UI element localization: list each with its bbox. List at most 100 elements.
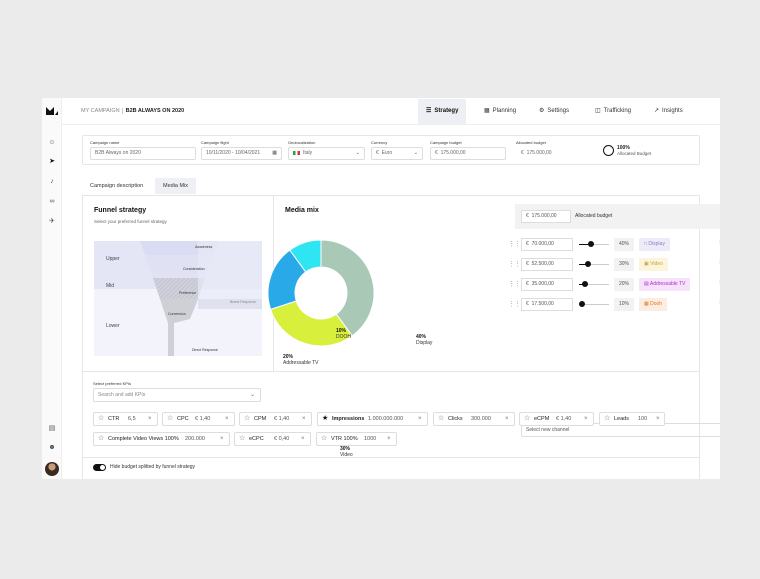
link-icon[interactable]: ∞ bbox=[49, 198, 55, 205]
kpi-chip[interactable]: ☆ eCPC € 0,40 × bbox=[234, 432, 311, 446]
channel-amount-input[interactable]: € 17.500,00 bbox=[521, 298, 573, 311]
rocket-icon[interactable]: ➤ bbox=[49, 158, 55, 165]
kpi-value[interactable]: 300.000 bbox=[471, 416, 491, 422]
slider-knob[interactable] bbox=[585, 261, 591, 267]
funnel-level-mid[interactable]: Mid bbox=[106, 283, 115, 289]
channel-amount-input[interactable]: € 52.500,00 bbox=[521, 258, 573, 271]
kpi-value[interactable]: 1.000.000.000 bbox=[368, 416, 404, 422]
tab-media-mix[interactable]: Media Mix bbox=[155, 178, 197, 194]
remove-kpi-icon[interactable]: × bbox=[148, 416, 152, 422]
remove-kpi-icon[interactable]: × bbox=[418, 416, 422, 422]
users-icon[interactable]: ☺ bbox=[48, 139, 56, 146]
kpi-value[interactable]: € 1,40 bbox=[195, 416, 211, 422]
funnel-level-lower[interactable]: Lower bbox=[106, 323, 120, 329]
channel-amount-input[interactable]: € 70.000,00 bbox=[521, 238, 573, 251]
star-icon[interactable]: ☆ bbox=[321, 435, 328, 442]
campaign-budget-input[interactable]: € 175.000,00 bbox=[430, 147, 506, 160]
kpi-value[interactable]: 200.000 bbox=[185, 436, 205, 442]
kpi-chip[interactable]: ☆ CPC € 1,40 × bbox=[162, 412, 235, 426]
campaign-flight-input[interactable]: 10/11/2020 - 10/04/2021 ▦ bbox=[201, 147, 282, 160]
kpi-value[interactable]: 6,5 bbox=[128, 416, 136, 422]
campaign-name-input[interactable]: B2B Always on 2020 bbox=[90, 147, 196, 160]
kpi-chip[interactable]: ☆ Leads 100 × bbox=[599, 412, 665, 426]
chevron-down-icon: ⌄ bbox=[249, 392, 255, 398]
plane-icon[interactable]: ✈ bbox=[49, 218, 55, 225]
channel-chip[interactable]: ▤ Addressable TV bbox=[639, 278, 691, 291]
channel-chip[interactable]: ▦ Dooh bbox=[639, 298, 668, 311]
remove-kpi-icon[interactable]: × bbox=[220, 436, 224, 442]
remove-channel-icon[interactable]: × bbox=[719, 240, 720, 246]
star-icon[interactable]: ☆ bbox=[438, 415, 445, 422]
donut-slice-display[interactable] bbox=[320, 239, 375, 337]
slider-knob[interactable] bbox=[582, 281, 588, 287]
calendar-icon[interactable]: ▦ bbox=[272, 150, 277, 156]
remove-kpi-icon[interactable]: × bbox=[225, 416, 229, 422]
star-icon[interactable]: ☆ bbox=[604, 415, 611, 422]
geolocalization-select[interactable]: Italy ⌄ bbox=[288, 147, 365, 160]
document-icon[interactable]: ▤ bbox=[48, 425, 56, 432]
remove-kpi-icon[interactable]: × bbox=[584, 416, 588, 422]
channel-chip[interactable]: ▣ Video bbox=[639, 258, 668, 271]
kpi-chip[interactable]: ☆ eCPM € 1,40 × bbox=[519, 412, 594, 426]
funnel-level-upper[interactable]: Upper bbox=[106, 256, 120, 262]
slider-knob[interactable] bbox=[579, 301, 585, 307]
kpi-value[interactable]: € 0,40 bbox=[274, 436, 290, 442]
currency-select[interactable]: € Euro ⌄ bbox=[371, 147, 423, 160]
star-icon[interactable]: ☆ bbox=[98, 415, 105, 422]
channel-slider[interactable] bbox=[579, 281, 609, 287]
tab-trafficking[interactable]: ◫ Trafficking bbox=[587, 99, 639, 124]
remove-kpi-icon[interactable]: × bbox=[656, 416, 660, 422]
kpi-chip[interactable]: ☆ CPM € 1,40 × bbox=[239, 412, 312, 426]
kpi-chip[interactable]: ☆ Complete Video Views 100% 200.000 × bbox=[93, 432, 230, 446]
kpi-chip[interactable]: ☆ CTR 6,5 × bbox=[93, 412, 158, 426]
tab-planning[interactable]: ▦ Planning bbox=[476, 99, 524, 124]
remove-channel-icon[interactable]: × bbox=[719, 280, 720, 286]
drag-handle-icon[interactable]: ⋮⋮ bbox=[508, 301, 521, 308]
kpi-chip[interactable]: ☆ VTR 100% 1000 × bbox=[316, 432, 397, 446]
star-icon[interactable]: ☆ bbox=[524, 415, 531, 422]
kpi-value[interactable]: € 1,40 bbox=[556, 416, 572, 422]
channel-amount-input[interactable]: € 35.000,00 bbox=[521, 278, 573, 291]
funnel-selector[interactable]: Upper Mid Lower Awareness Consideration … bbox=[94, 241, 262, 356]
bell-icon[interactable]: ♪ bbox=[50, 178, 54, 185]
kpi-value[interactable]: € 1,40 bbox=[274, 416, 290, 422]
drag-handle-icon[interactable]: ⋮⋮ bbox=[508, 261, 521, 268]
remove-kpi-icon[interactable]: × bbox=[301, 436, 305, 442]
avatar[interactable] bbox=[45, 462, 59, 476]
kpi-value[interactable]: 1000 bbox=[364, 436, 377, 442]
star-icon[interactable]: ☆ bbox=[244, 415, 251, 422]
drag-handle-icon[interactable]: ⋮⋮ bbox=[508, 241, 521, 248]
hide-budget-toggle[interactable] bbox=[93, 464, 106, 471]
channel-slider[interactable] bbox=[579, 241, 609, 247]
kpi-value[interactable]: 100 bbox=[638, 416, 648, 422]
select-placeholder: Select new channel bbox=[526, 427, 570, 433]
channel-slider[interactable] bbox=[579, 261, 609, 267]
remove-kpi-icon[interactable]: × bbox=[387, 436, 391, 442]
channel-slider[interactable] bbox=[579, 301, 609, 307]
kpi-chip[interactable]: ★ Impressions 1.000.000.000 × bbox=[317, 412, 428, 426]
tab-campaign-description[interactable]: Campaign description bbox=[90, 183, 144, 189]
kpi-search-input[interactable]: Search and add KPIs ⌄ bbox=[93, 388, 261, 402]
star-icon[interactable]: ★ bbox=[322, 415, 329, 422]
remove-channel-icon[interactable]: × bbox=[719, 260, 720, 266]
kpi-chip[interactable]: ☆ Clicks 300.000 × bbox=[433, 412, 515, 426]
remove-kpi-icon[interactable]: × bbox=[302, 416, 306, 422]
star-icon[interactable]: ☆ bbox=[167, 415, 174, 422]
remove-kpi-icon[interactable]: × bbox=[505, 416, 509, 422]
star-icon[interactable]: ☆ bbox=[239, 435, 246, 442]
breadcrumb-root[interactable]: MY CAMPAIGN bbox=[81, 108, 120, 114]
allocated-pct-label: Allocated Budget bbox=[617, 151, 652, 156]
channel-chip[interactable]: □ Display bbox=[639, 238, 670, 251]
currency-symbol: € bbox=[526, 213, 529, 219]
tab-settings[interactable]: ⚙ Settings bbox=[531, 99, 577, 124]
remove-channel-icon[interactable]: × bbox=[719, 300, 720, 306]
donut-slice-dooh[interactable] bbox=[289, 239, 322, 273]
tab-strategy[interactable]: ☰ Strategy bbox=[418, 99, 467, 124]
drag-handle-icon[interactable]: ⋮⋮ bbox=[508, 281, 521, 288]
tab-insights[interactable]: ↗ Insights bbox=[646, 99, 691, 124]
allocated-total-input[interactable]: € 175.000,00 bbox=[521, 210, 571, 223]
donut-slice-video[interactable] bbox=[269, 300, 353, 347]
star-icon[interactable]: ☆ bbox=[98, 435, 105, 442]
team-icon[interactable]: ☻ bbox=[48, 444, 56, 451]
slider-knob[interactable] bbox=[588, 241, 594, 247]
